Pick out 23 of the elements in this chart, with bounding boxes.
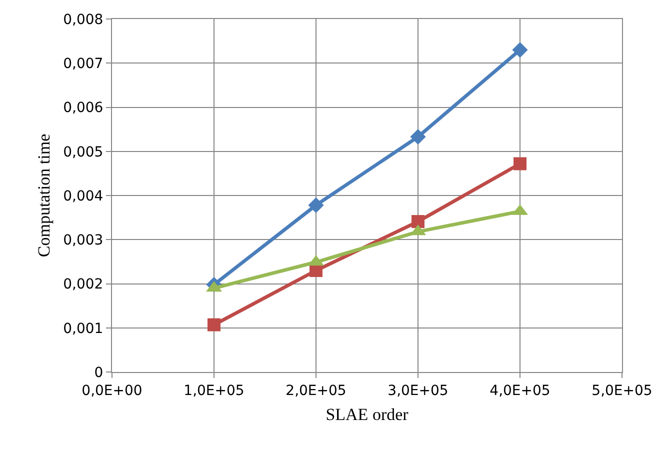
y-tick-label: 0,006 bbox=[63, 100, 104, 116]
x-tick-label: 2,0E+05 bbox=[286, 382, 346, 399]
y-axis-title: Computation time bbox=[34, 134, 54, 258]
y-tick-label: 0,001 bbox=[63, 320, 104, 337]
point bbox=[308, 197, 324, 214]
point bbox=[412, 215, 424, 228]
y-tick-label: 0,002 bbox=[63, 276, 104, 293]
y-tick-label: 0,008 bbox=[63, 12, 104, 28]
x-tick-label: 3,0E+05 bbox=[388, 382, 448, 399]
x-tick-label: 4,0E+05 bbox=[490, 382, 550, 399]
x-tick-label: 5,0E+05 bbox=[592, 382, 652, 399]
y-tick-label: 0,004 bbox=[63, 188, 104, 204]
point bbox=[410, 129, 426, 145]
x-axis-title: SLAE order bbox=[326, 405, 409, 424]
point bbox=[512, 42, 528, 58]
point bbox=[208, 318, 220, 332]
x-tick-label: 1,0E+05 bbox=[184, 382, 244, 399]
y-tick-label: 0,007 bbox=[63, 56, 104, 72]
y-tick-label: 0,003 bbox=[63, 232, 104, 249]
point bbox=[514, 157, 526, 170]
y-tick-label: 0,005 bbox=[63, 144, 104, 160]
x-tick-label: 0,0E+00 bbox=[82, 382, 142, 399]
y-tick-label: 0 bbox=[94, 364, 104, 381]
